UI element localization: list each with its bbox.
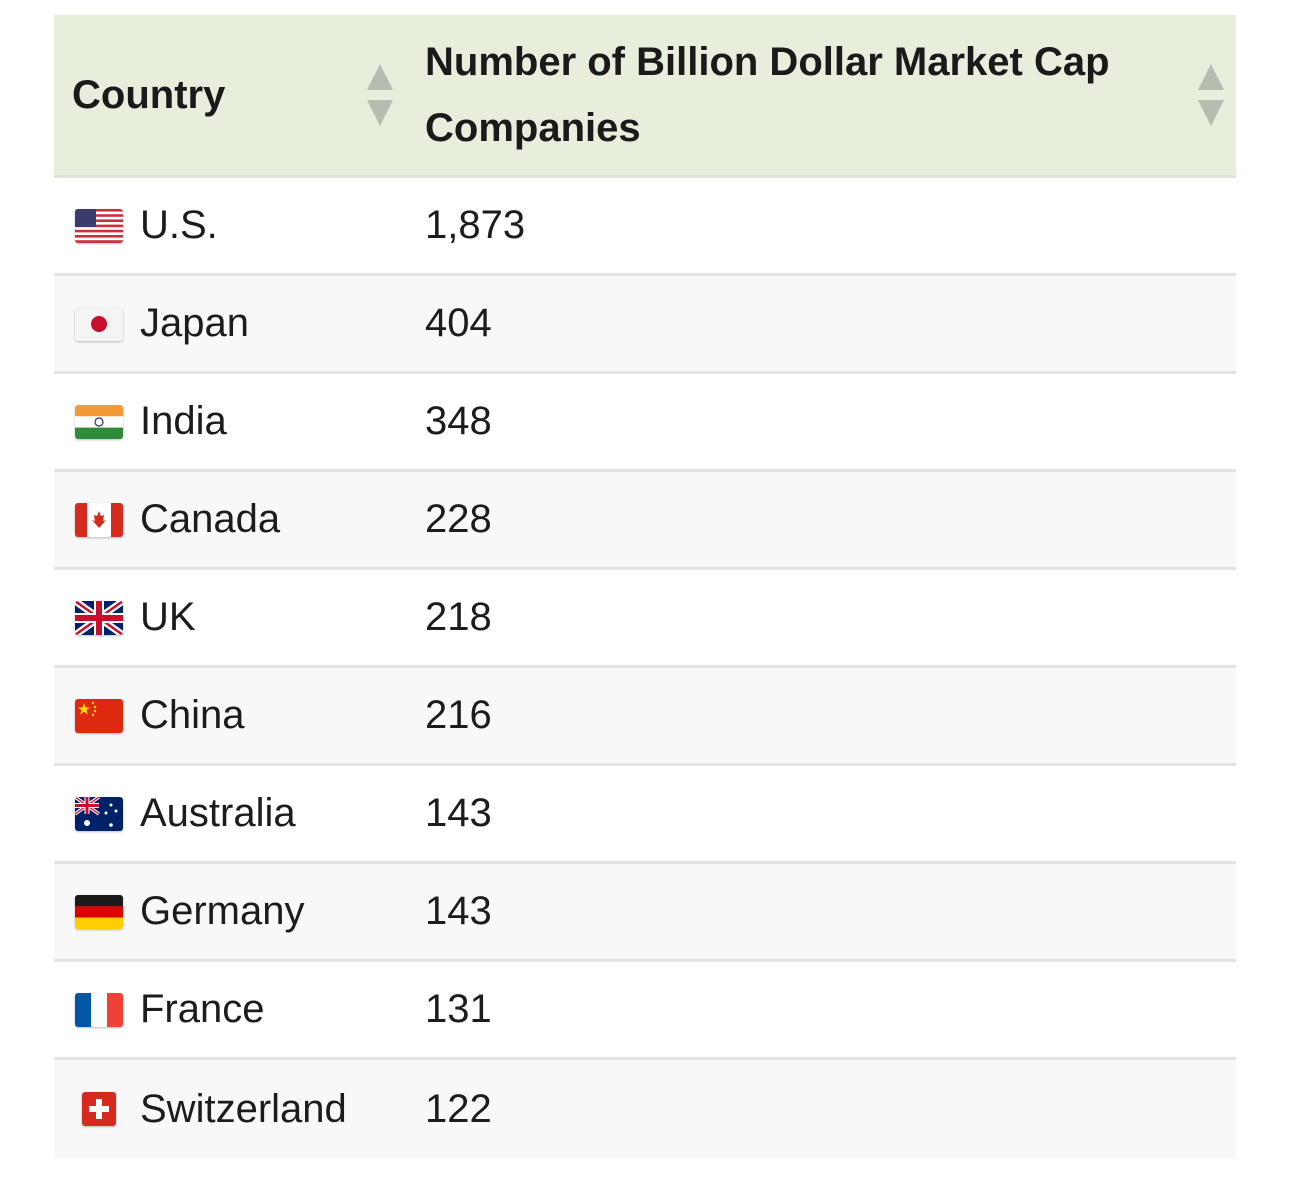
table-row: U.S. 1,873 [54, 178, 1236, 276]
japan-flag-icon [75, 306, 123, 341]
count-column-header[interactable]: Number of Billion Dollar Market Cap Comp… [407, 15, 1236, 175]
company-count: 1,873 [425, 203, 526, 247]
country-name: U.S. [140, 203, 218, 247]
country-name: Canada [140, 497, 281, 541]
table-row: Japan 404 [54, 276, 1236, 374]
australia-flag-icon [75, 796, 123, 831]
table-row: Germany 143 [54, 864, 1236, 962]
company-count: 348 [425, 399, 492, 443]
canada-flag-icon [75, 502, 123, 537]
table-body: U.S. 1,873 Japan 404 India 348 Canada 22… [54, 178, 1236, 1158]
company-count: 228 [425, 497, 492, 541]
country-name: China [140, 693, 245, 737]
country-name: India [140, 399, 227, 443]
country-name: Germany [140, 889, 305, 933]
company-count: 143 [425, 791, 492, 835]
country-name: Switzerland [140, 1086, 347, 1131]
country-column-header[interactable]: Country [54, 15, 407, 175]
country-name: France [140, 987, 265, 1031]
table-row: France 131 [54, 962, 1236, 1060]
switzerland-flag-icon [82, 1092, 116, 1126]
us-flag-icon [75, 208, 123, 243]
market-cap-table: Country Number of Billion Dollar Market … [54, 15, 1236, 1158]
germany-flag-icon [75, 894, 123, 929]
table-row: UK 218 [54, 570, 1236, 668]
table-row: China 216 [54, 668, 1236, 766]
india-flag-icon [75, 404, 123, 439]
uk-flag-icon [75, 600, 123, 635]
table-header: Country Number of Billion Dollar Market … [54, 15, 1236, 178]
company-count: 131 [425, 987, 492, 1031]
country-name: Australia [140, 791, 296, 835]
count-header-label: Number of Billion Dollar Market Cap Comp… [425, 40, 1110, 150]
table-row: India 348 [54, 374, 1236, 472]
country-name: UK [140, 595, 196, 639]
china-flag-icon [75, 698, 123, 733]
table-row: Switzerland 122 [54, 1060, 1236, 1158]
company-count: 143 [425, 889, 492, 933]
company-count: 122 [425, 1086, 492, 1131]
sort-icon[interactable] [367, 64, 393, 126]
table-row: Australia 143 [54, 766, 1236, 864]
company-count: 216 [425, 693, 492, 737]
company-count: 218 [425, 595, 492, 639]
table-row: Canada 228 [54, 472, 1236, 570]
country-name: Japan [140, 301, 249, 345]
france-flag-icon [75, 992, 123, 1027]
sort-icon[interactable] [1198, 64, 1224, 126]
country-header-label: Country [72, 73, 226, 117]
company-count: 404 [425, 301, 492, 345]
